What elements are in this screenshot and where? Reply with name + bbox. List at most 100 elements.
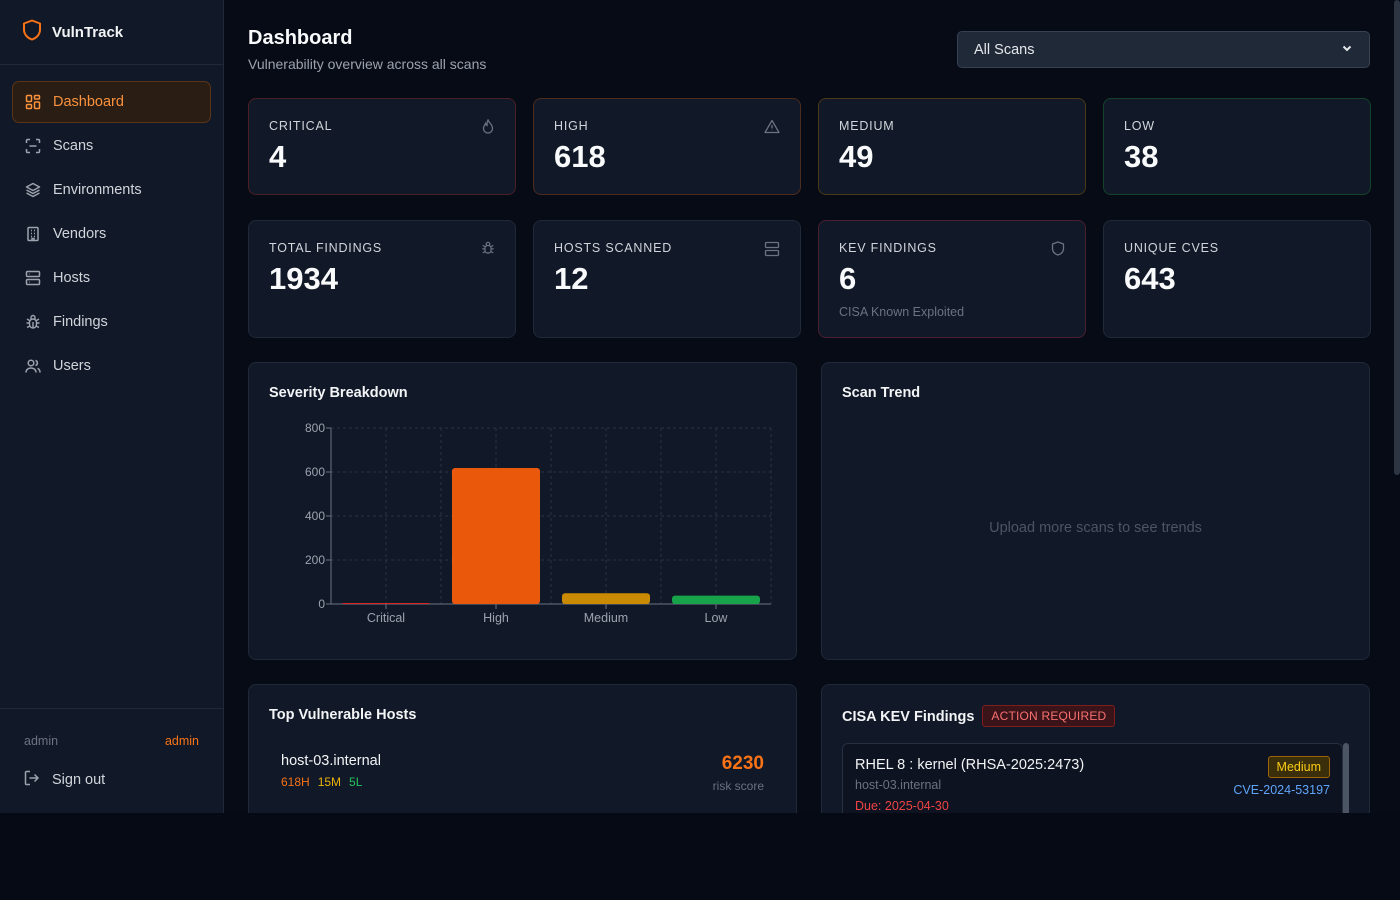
card-sub: CISA Known Exploited — [839, 305, 965, 319]
bar-low — [672, 595, 760, 604]
kev-finding-item[interactable]: RHEL 8 : kernel (RHSA-2025:2473) host-03… — [842, 743, 1343, 813]
risk-score-label: risk score — [712, 779, 764, 793]
sidebar-item-label: Scans — [53, 138, 94, 154]
severity-breakdown-panel: Severity Breakdown 0 200 400 600 800 Critical… — [248, 362, 797, 660]
y-tick-label: 0 — [318, 597, 325, 611]
user-info: admin admin — [24, 734, 199, 748]
panel-title: Top Vulnerable Hosts — [269, 707, 417, 723]
cisa-kev-panel: CISA KEV Findings ACTION REQUIRED RHEL 8… — [821, 684, 1370, 813]
sidebar-item-hosts[interactable]: Hosts — [12, 257, 211, 299]
warning-icon — [764, 119, 780, 139]
scan-select-value: All Scans — [974, 41, 1035, 58]
card-value: 1934 — [269, 261, 338, 296]
unique-cves-card[interactable]: UNIQUE CVES 643 — [1103, 220, 1371, 338]
chevron-down-icon — [1341, 42, 1353, 58]
low-card[interactable]: LOW 38 — [1103, 98, 1371, 195]
x-tick-label: High — [483, 611, 509, 625]
sidebar-item-label: Vendors — [53, 226, 107, 242]
page-header: Dashboard Vulnerability overview across … — [248, 0, 1376, 98]
scan-select[interactable]: All Scans — [957, 31, 1370, 68]
card-value: 643 — [1124, 261, 1176, 296]
sidebar-item-findings[interactable]: Findings — [12, 301, 211, 343]
card-label: LOW — [1124, 119, 1155, 133]
card-label: HIGH — [554, 119, 589, 133]
y-tick-label: 600 — [305, 465, 325, 479]
sidebar-footer: admin admin Sign out — [0, 708, 223, 813]
card-label: MEDIUM — [839, 119, 895, 133]
kev-finding-host: host-03.internal — [855, 778, 942, 792]
panel-title: Severity Breakdown — [269, 385, 408, 401]
top-hosts-panel: Top Vulnerable Hosts host-03.internal 61… — [248, 684, 797, 813]
bug-icon — [481, 241, 495, 260]
host-row[interactable]: host-03.internal 618H 15M 5L 6230 risk s… — [269, 753, 776, 793]
card-label: TOTAL FINDINGS — [269, 241, 383, 255]
high-count: 618H — [281, 775, 310, 789]
medium-card[interactable]: MEDIUM 49 — [818, 98, 1086, 195]
kev-list-scrollbar[interactable] — [1343, 743, 1349, 813]
sidebar-item-dashboard[interactable]: Dashboard — [12, 81, 211, 123]
brand[interactable]: VulnTrack — [0, 0, 223, 65]
x-tick-label: Medium — [584, 611, 628, 625]
dashboard-icon — [25, 94, 41, 110]
host-severity-counts: 618H 15M 5L — [281, 775, 381, 789]
users-icon — [25, 358, 41, 374]
sidebar-item-label: Environments — [53, 182, 142, 198]
sidebar-item-scans[interactable]: Scans — [12, 125, 211, 167]
host-name: host-03.internal — [281, 753, 381, 769]
page-scrollbar[interactable] — [1394, 0, 1400, 475]
card-value: 4 — [269, 139, 287, 174]
bar-high — [452, 468, 540, 604]
high-card[interactable]: HIGH 618 — [533, 98, 801, 195]
sidebar-item-label: Dashboard — [53, 94, 124, 110]
action-required-badge: ACTION REQUIRED — [982, 705, 1116, 727]
y-tick-label: 200 — [305, 553, 325, 567]
severity-cards: CRITICAL 4 HIGH 618 MEDIUM 49 LOW 38 — [248, 98, 1376, 195]
sidebar-item-label: Users — [53, 358, 91, 374]
kev-finding-title: RHEL 8 : kernel (RHSA-2025:2473) — [855, 757, 1085, 773]
app-name: VulnTrack — [52, 23, 124, 41]
panel-title: Scan Trend — [842, 385, 921, 401]
sign-out-icon — [24, 770, 40, 790]
user-role: admin — [164, 734, 199, 748]
bottom-panels: Top Vulnerable Hosts host-03.internal 61… — [248, 684, 1376, 813]
y-tick-label: 800 — [305, 421, 325, 435]
low-count: 5L — [349, 775, 363, 789]
kev-findings-card[interactable]: KEV FINDINGS 6 CISA Known Exploited — [818, 220, 1086, 338]
sidebar-item-vendors[interactable]: Vendors — [12, 213, 211, 255]
empty-state-message: Upload more scans to see trends — [989, 520, 1202, 536]
bar-medium — [562, 593, 650, 604]
card-label: HOSTS SCANNED — [554, 241, 673, 255]
building-icon — [25, 226, 41, 242]
app-root: VulnTrack Dashboard Scans Environments — [0, 0, 1400, 813]
summary-cards: TOTAL FINDINGS 1934 HOSTS SCANNED 12 KEV… — [248, 220, 1376, 338]
shield-icon — [1051, 241, 1065, 261]
scan-icon — [25, 138, 41, 154]
bar-critical — [342, 603, 430, 604]
cve-link[interactable]: CVE-2024-53197 — [1233, 783, 1330, 797]
card-value: 12 — [554, 261, 589, 296]
card-value: 49 — [839, 139, 874, 174]
sign-out-button[interactable]: Sign out — [24, 770, 199, 790]
medium-count: 15M — [317, 775, 342, 789]
total-findings-card[interactable]: TOTAL FINDINGS 1934 — [248, 220, 516, 338]
card-label: UNIQUE CVES — [1124, 241, 1219, 255]
card-value: 6 — [839, 261, 857, 296]
scan-trend-panel: Scan Trend Upload more scans to see tren… — [821, 362, 1370, 660]
hosts-scanned-card[interactable]: HOSTS SCANNED 12 — [533, 220, 801, 338]
sidebar-item-label: Hosts — [53, 270, 91, 286]
page-title: Dashboard — [248, 27, 353, 49]
layers-icon — [25, 182, 41, 198]
x-tick-label: Low — [705, 611, 729, 625]
chart-panels: Severity Breakdown 0 200 400 600 800 Critical… — [248, 362, 1376, 660]
y-tick-label: 400 — [305, 509, 325, 523]
sidebar-item-users[interactable]: Users — [12, 345, 211, 387]
sidebar-item-environments[interactable]: Environments — [12, 169, 211, 211]
main-content: Dashboard Vulnerability overview across … — [224, 0, 1400, 813]
bug-icon — [25, 314, 41, 330]
sign-out-label: Sign out — [52, 772, 106, 788]
critical-card[interactable]: CRITICAL 4 — [248, 98, 516, 195]
server-icon — [25, 270, 41, 286]
sidebar-item-label: Findings — [53, 314, 108, 330]
page-subtitle: Vulnerability overview across all scans — [248, 56, 487, 72]
panel-title: CISA KEV Findings — [842, 709, 975, 725]
